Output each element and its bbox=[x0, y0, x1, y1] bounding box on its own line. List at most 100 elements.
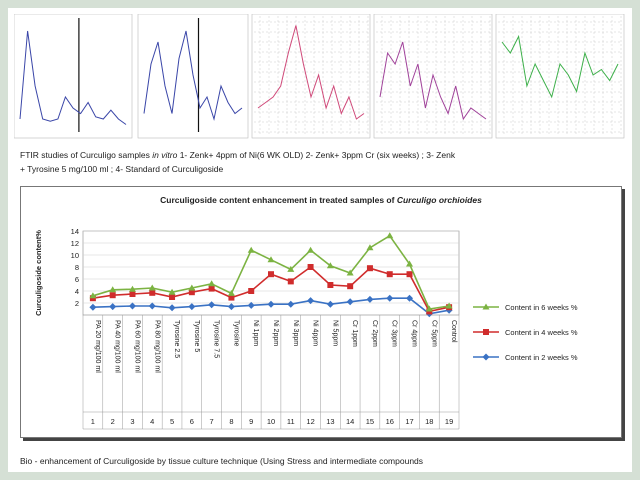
data-point bbox=[227, 303, 235, 311]
data-point bbox=[188, 303, 196, 311]
data-point bbox=[128, 285, 136, 292]
x-index-label: 18 bbox=[425, 417, 433, 426]
x-index-label: 16 bbox=[386, 417, 394, 426]
x-category-label: Cr 1ppm bbox=[351, 320, 358, 347]
data-point bbox=[188, 284, 196, 291]
ftir-caption-line2: + Tyrosine 5 mg/100 ml ; 4- Standard of … bbox=[20, 164, 224, 174]
data-point bbox=[248, 288, 255, 294]
data-point bbox=[267, 256, 275, 263]
data-point bbox=[425, 305, 433, 312]
x-category-label: Ni 2ppm bbox=[272, 320, 279, 346]
data-point bbox=[208, 285, 215, 292]
data-point bbox=[326, 300, 334, 308]
chart-title-text: Curculigoside content enhancement in tre… bbox=[160, 195, 397, 205]
x-category-label: Tyrosine 2.5 bbox=[173, 320, 180, 358]
ftir-caption: FTIR studies of Curculigo samples in vit… bbox=[20, 148, 620, 176]
data-point bbox=[347, 283, 354, 290]
data-point bbox=[366, 265, 373, 272]
x-index-label: 9 bbox=[249, 417, 253, 426]
x-index-label: 13 bbox=[326, 417, 334, 426]
data-point bbox=[148, 284, 156, 291]
x-index-label: 1 bbox=[91, 417, 95, 426]
x-index-label: 14 bbox=[346, 417, 354, 426]
data-point bbox=[366, 244, 374, 251]
data-point bbox=[89, 303, 97, 311]
data-point bbox=[109, 303, 117, 311]
x-index-label: 17 bbox=[405, 417, 413, 426]
x-category-label: Ni 3ppm bbox=[292, 320, 299, 346]
data-point bbox=[366, 295, 374, 303]
data-point bbox=[482, 353, 490, 361]
data-point bbox=[307, 264, 314, 270]
data-point bbox=[307, 297, 315, 305]
y-tick-label: 10 bbox=[71, 251, 79, 260]
x-index-label: 12 bbox=[306, 417, 314, 426]
data-point bbox=[406, 271, 413, 278]
legend-label: Content in 4 weeks % bbox=[505, 328, 578, 337]
y-tick-label: 12 bbox=[71, 239, 79, 248]
ftir-spectrum-trace bbox=[143, 30, 243, 121]
data-point bbox=[227, 289, 235, 296]
x-category-label: Cr 5ppm bbox=[430, 320, 437, 347]
series-group bbox=[89, 294, 453, 318]
y-tick-label: 2 bbox=[75, 299, 79, 308]
ftir-spectrum-trace bbox=[501, 34, 619, 99]
x-index-label: 10 bbox=[267, 417, 275, 426]
data-point bbox=[445, 302, 453, 309]
data-point bbox=[326, 262, 334, 269]
data-point bbox=[287, 265, 295, 272]
chart-title: Curculigoside content enhancement in tre… bbox=[21, 195, 621, 205]
x-category-label: Ni 4ppm bbox=[312, 320, 319, 346]
data-point bbox=[346, 269, 354, 276]
series-group bbox=[89, 232, 453, 312]
data-point bbox=[386, 294, 394, 302]
data-point bbox=[228, 294, 235, 301]
data-point bbox=[148, 302, 156, 310]
data-point bbox=[168, 304, 176, 312]
x-index-label: 19 bbox=[445, 417, 453, 426]
ftir-spectrum-panel bbox=[13, 13, 133, 139]
x-index-label: 6 bbox=[190, 417, 194, 426]
data-point bbox=[287, 300, 295, 308]
ftir-spectrum-trace bbox=[379, 41, 487, 121]
ftir-spectrum-panel bbox=[373, 13, 493, 139]
ftir-spectrum-trace bbox=[257, 25, 365, 120]
data-point bbox=[208, 280, 216, 287]
x-category-label: PA 80 mg/100 ml bbox=[153, 320, 160, 373]
data-point bbox=[268, 271, 274, 278]
data-point bbox=[346, 298, 354, 306]
x-index-label: 2 bbox=[111, 417, 115, 426]
y-tick-label: 8 bbox=[75, 263, 79, 272]
data-point bbox=[208, 301, 216, 309]
data-point bbox=[128, 302, 136, 310]
data-point bbox=[406, 260, 414, 267]
data-point bbox=[109, 286, 117, 293]
y-tick-label: 6 bbox=[75, 275, 79, 284]
data-point bbox=[267, 300, 275, 308]
x-category-label: Tyrosine 7.5 bbox=[213, 320, 220, 358]
legend-entry: Content in 2 weeks % bbox=[473, 353, 578, 362]
legend-entry: Content in 6 weeks % bbox=[473, 303, 578, 312]
x-index-label: 11 bbox=[287, 417, 295, 426]
ftir-spectrum-panel bbox=[495, 13, 625, 139]
data-point bbox=[482, 303, 490, 310]
data-point bbox=[386, 232, 394, 239]
x-index-label: 5 bbox=[170, 417, 174, 426]
y-axis-label: Curculigoside content% bbox=[34, 230, 43, 316]
chart-frame: Curculigoside content enhancement in tre… bbox=[20, 186, 622, 438]
x-category-label: Tyrosine 5 bbox=[193, 320, 200, 352]
x-category-label: PA 40 mg/100 ml bbox=[114, 320, 121, 373]
x-index-label: 3 bbox=[130, 417, 134, 426]
ftir-spectra-svg bbox=[13, 13, 625, 139]
caption-text: FTIR studies of Curculigo samples bbox=[20, 150, 153, 160]
data-point bbox=[307, 246, 315, 253]
x-category-label: Cr 2ppm bbox=[371, 320, 378, 347]
data-point bbox=[327, 282, 334, 288]
data-point bbox=[483, 329, 489, 335]
x-category-label: Tyrosine bbox=[232, 320, 239, 347]
x-category-label: Ni 1ppm bbox=[252, 320, 259, 346]
x-index-label: 8 bbox=[229, 417, 233, 426]
x-index-label: 15 bbox=[366, 417, 374, 426]
ftir-spectrum-trace bbox=[19, 30, 127, 125]
